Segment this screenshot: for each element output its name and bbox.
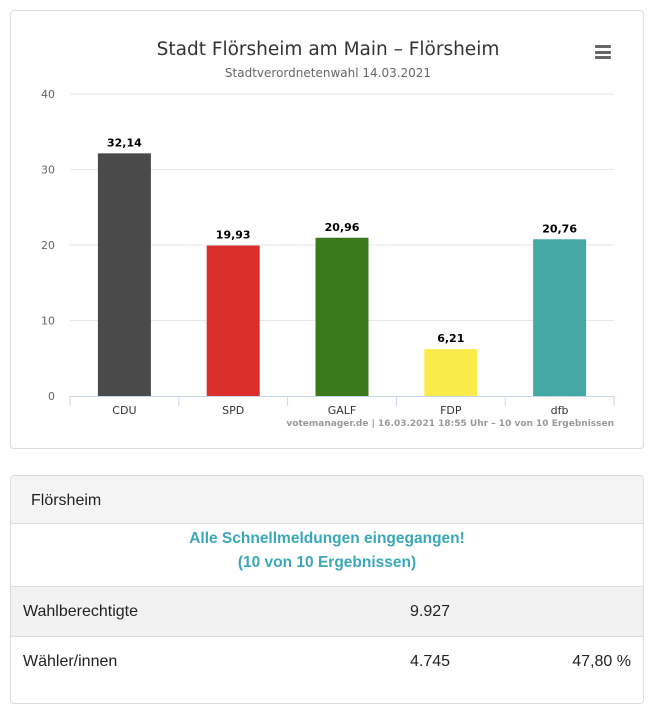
results-card: Flörsheim Alle Schnellmeldungen eingegan… [10, 475, 644, 704]
bar-dfb[interactable] [533, 239, 587, 396]
data-label: 20,76 [542, 222, 577, 235]
status-message: Alle Schnellmeldungen eingegangen! (10 v… [11, 524, 643, 586]
chart-title: Stadt Flörsheim am Main – Flörsheim [157, 39, 500, 60]
row-percent: 47,80 % [572, 653, 631, 670]
x-tick-label: FDP [440, 404, 462, 417]
y-tick-label: 10 [41, 315, 55, 328]
row-count: 4.745 [410, 653, 451, 670]
bar-spd[interactable] [206, 245, 260, 396]
chart-card: Stadt Flörsheim am Main – Flörsheim Stad… [10, 10, 644, 449]
row-label: Wähler/innen [23, 653, 118, 670]
row-count: 9.927 [410, 603, 451, 620]
y-tick-label: 0 [48, 390, 55, 403]
results-header: Flörsheim [11, 476, 643, 524]
row-label: Wahlberechtigte [23, 603, 139, 620]
data-label: 32,14 [107, 136, 142, 149]
status-line-2: (10 von 10 Ergebnissen) [237, 554, 417, 571]
y-tick-label: 40 [41, 88, 55, 101]
x-tick-label: SPD [222, 404, 244, 417]
x-tick-label: dfb [551, 404, 569, 417]
data-label: 19,93 [216, 229, 251, 242]
bar-chart: Stadt Flörsheim am Main – Flörsheim Stad… [41, 39, 615, 429]
y-tick-label: 20 [41, 239, 55, 252]
data-label: 20,96 [325, 221, 360, 234]
hamburger-menu-icon[interactable] [595, 45, 611, 59]
data-label: 6,21 [437, 332, 464, 345]
x-tick-label: CDU [112, 404, 136, 417]
chart-credits: votemanager.de | 16.03.2021 18:55 Uhr – … [286, 419, 614, 429]
bar-galf[interactable] [315, 237, 369, 396]
y-tick-label: 30 [41, 164, 55, 177]
table-row-waehler: Wähler/innen 4.745 47,80 % [11, 636, 643, 686]
status-line-1: Alle Schnellmeldungen eingegangen! [189, 530, 465, 547]
chart-subtitle: Stadtverordnetenwahl 14.03.2021 [225, 66, 431, 80]
bar-cdu[interactable] [97, 153, 151, 396]
x-tick-label: GALF [328, 404, 357, 417]
bar-fdp[interactable] [424, 349, 478, 396]
table-row-wahlberechtigte: Wahlberechtigte 9.927 [11, 586, 643, 636]
